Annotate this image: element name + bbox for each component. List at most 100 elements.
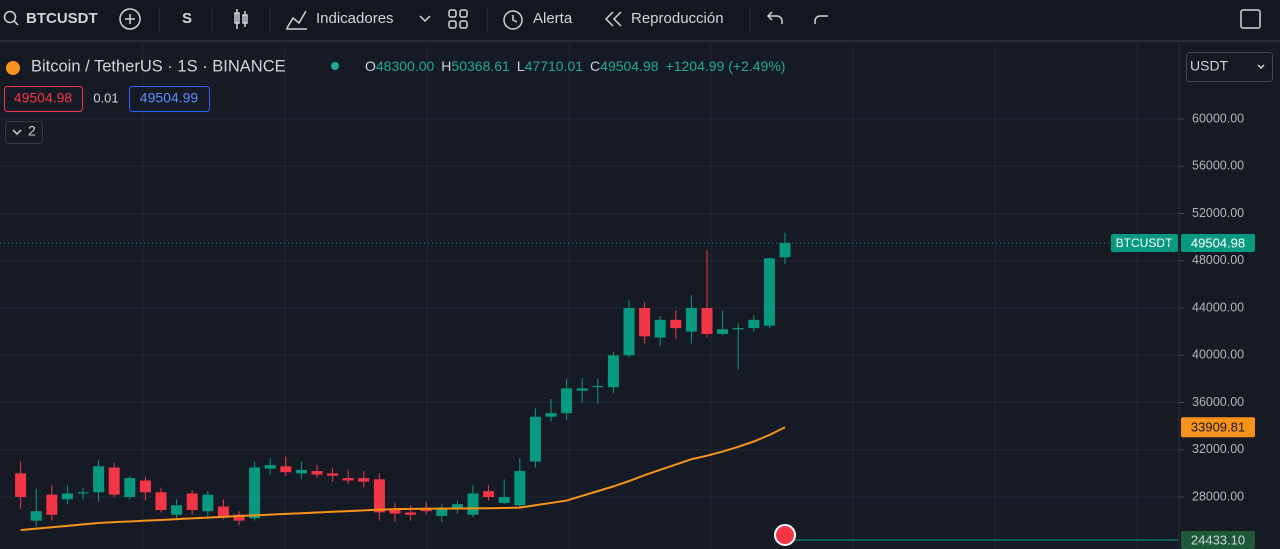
bitcoin-icon [6, 61, 20, 75]
toolbar [0, 0, 1280, 40]
candle-body [93, 466, 105, 493]
candle-body [576, 388, 588, 391]
legend-title[interactable]: Bitcoin / TetherUS · 1S · BINANCE [31, 57, 286, 75]
candle-body [685, 308, 697, 332]
candle-body [607, 355, 619, 388]
undo[interactable] [766, 11, 783, 24]
candle-body [217, 506, 229, 518]
candle-body [233, 514, 245, 521]
h-label: H [441, 58, 451, 74]
change: +1204.99 (+2.49%) [666, 58, 786, 74]
volume-tag-text: 24433.10 [1191, 532, 1245, 547]
y-tick-label: 56000.00 [1192, 159, 1244, 173]
ma-tag [1181, 417, 1255, 438]
price-tag [1181, 233, 1255, 252]
event-flag [774, 524, 796, 546]
replay-icon[interactable] [604, 11, 622, 27]
volume-tag [1181, 531, 1255, 549]
candle-body [358, 478, 370, 482]
spread: 0.01 [93, 90, 118, 105]
candle-body [15, 473, 27, 498]
interval[interactable]: S [182, 10, 192, 27]
chart-type-icon[interactable] [234, 9, 248, 29]
price-tag-text: 49504.98 [1191, 235, 1245, 250]
candle-body [451, 504, 463, 509]
indicators-icon[interactable] [286, 10, 307, 30]
candle-body [592, 385, 604, 388]
chevron[interactable] [12, 129, 22, 136]
candle-body [155, 492, 167, 511]
high: 50368.61 [451, 58, 510, 74]
candle-body [30, 511, 42, 521]
layouts-icon[interactable] [448, 9, 468, 29]
plot [0, 44, 1178, 549]
y-tick-label: 32000.00 [1192, 442, 1244, 456]
candle-body [639, 308, 651, 337]
y-tick-label: 60000.00 [1192, 111, 1244, 125]
candle-body [280, 466, 292, 473]
candle-body [405, 512, 417, 515]
y-tick-label: 36000.00 [1192, 395, 1244, 409]
open: 48300.00 [376, 58, 435, 74]
redo[interactable] [814, 15, 828, 24]
chevron[interactable] [419, 15, 431, 23]
sell-price[interactable]: 49504.98 [14, 90, 73, 106]
close: 49504.98 [600, 58, 659, 74]
indicators-toggle[interactable] [5, 121, 43, 144]
candle-body [436, 507, 448, 516]
candle-body [732, 328, 744, 330]
moving-average [20, 426, 786, 532]
search-icon[interactable] [3, 10, 19, 26]
compare-button[interactable] [119, 8, 141, 30]
candle-body [373, 479, 385, 513]
currency-select[interactable] [1186, 52, 1273, 82]
candle-body [124, 478, 136, 498]
candle-body [61, 493, 73, 500]
c-label: C [590, 58, 600, 74]
candle-body [763, 258, 775, 326]
candle-body [701, 308, 713, 335]
indicators-button[interactable]: Indicadores [316, 10, 394, 27]
y-tick-label: 40000.00 [1192, 348, 1244, 362]
candle-body [202, 494, 214, 512]
chevron[interactable] [1257, 64, 1265, 70]
candle-body [171, 505, 183, 515]
indicators-count[interactable]: 2 [28, 123, 36, 139]
replay-button[interactable]: Reproducción [631, 10, 724, 27]
currency[interactable]: USDT [1190, 58, 1229, 74]
candle-body [139, 480, 151, 493]
l-label: L [517, 58, 525, 74]
fullscreen[interactable] [1240, 9, 1261, 29]
candle-body [561, 388, 573, 414]
candle-body [498, 497, 510, 503]
candle-body [717, 329, 729, 335]
symbol[interactable]: BTCUSDT [26, 10, 98, 27]
candle-body [748, 319, 760, 329]
low: 47710.01 [525, 58, 584, 74]
candle-body [342, 478, 354, 481]
ma-tag-text: 33909.81 [1191, 420, 1245, 435]
market-status [331, 62, 339, 70]
candle-body [327, 473, 339, 476]
alert-button[interactable]: Alerta [533, 10, 573, 27]
candle-body [779, 242, 791, 258]
candle-body [420, 508, 432, 512]
alert-icon[interactable] [503, 10, 523, 30]
sell-box[interactable] [4, 86, 83, 112]
candle-body [389, 510, 401, 514]
buy-price[interactable]: 49504.99 [140, 90, 199, 106]
candle-body [249, 467, 261, 519]
candle-body [514, 471, 526, 506]
buy-box[interactable] [129, 86, 210, 112]
candle-body [311, 471, 323, 475]
candle-body [46, 494, 58, 515]
candle-body [623, 308, 635, 356]
candle-body [186, 493, 198, 511]
y-tick-label: 48000.00 [1192, 253, 1244, 267]
candle-body [545, 413, 557, 417]
y-tick-label: 44000.00 [1192, 300, 1244, 314]
o-label: O [365, 58, 376, 74]
